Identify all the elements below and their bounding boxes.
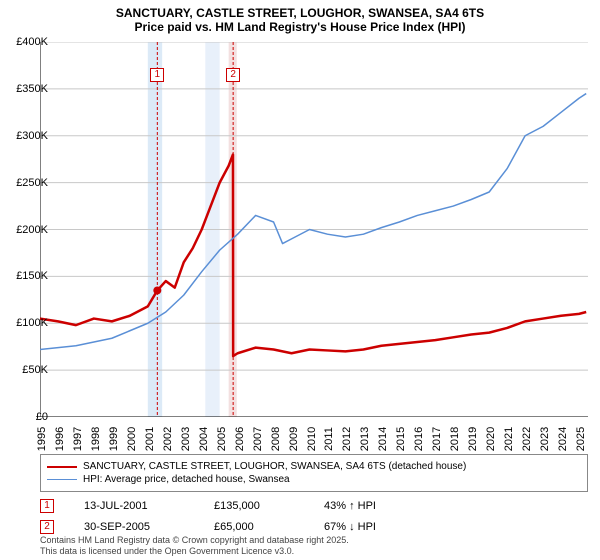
x-tick-label: 2019 [467, 427, 479, 451]
x-tick-label: 2002 [162, 427, 174, 451]
sale-hpi-2: 67% ↓ HPI [324, 521, 444, 533]
sale-marker-1: 1 [40, 499, 54, 513]
x-tick-label: 2004 [198, 427, 210, 451]
x-tick-label: 2008 [270, 427, 282, 451]
x-tick-label: 1996 [54, 427, 66, 451]
x-tick-label: 2005 [216, 427, 228, 451]
chart-sale-marker: 2 [226, 68, 240, 82]
legend-label-hpi: HPI: Average price, detached house, Swan… [83, 474, 290, 485]
y-tick-label: £200K [16, 224, 48, 236]
y-tick-label: £100K [16, 317, 48, 329]
sale-row-2: 2 30-SEP-2005 £65,000 67% ↓ HPI [40, 520, 444, 534]
x-tick-label: 2024 [557, 427, 569, 451]
y-tick-label: £300K [16, 130, 48, 142]
x-tick-label: 2023 [539, 427, 551, 451]
x-tick-label: 2025 [575, 427, 587, 451]
y-tick-label: £0 [36, 411, 48, 423]
x-tick-label: 2016 [414, 427, 426, 451]
x-tick-label: 2007 [252, 427, 264, 451]
legend: SANCTUARY, CASTLE STREET, LOUGHOR, SWANS… [40, 454, 588, 492]
y-tick-label: £400K [16, 36, 48, 48]
sale-hpi-1: 43% ↑ HPI [324, 500, 444, 512]
x-tick-label: 1995 [36, 427, 48, 451]
y-tick-label: £350K [16, 83, 48, 95]
x-tick-label: 2017 [432, 427, 444, 451]
y-tick-label: £50K [22, 364, 48, 376]
sale-row-1: 1 13-JUL-2001 £135,000 43% ↑ HPI [40, 499, 444, 513]
legend-label-property: SANCTUARY, CASTLE STREET, LOUGHOR, SWANS… [83, 461, 466, 472]
x-tick-label: 2001 [144, 427, 156, 451]
title-line-1: SANCTUARY, CASTLE STREET, LOUGHOR, SWANS… [0, 6, 600, 20]
x-tick-label: 2013 [360, 427, 372, 451]
footer-line-1: Contains HM Land Registry data © Crown c… [40, 535, 349, 547]
x-tick-label: 2021 [503, 427, 515, 451]
title-line-2: Price paid vs. HM Land Registry's House … [0, 20, 600, 34]
sale-date-1: 13-JUL-2001 [84, 500, 214, 512]
x-tick-label: 2014 [378, 427, 390, 451]
x-tick-label: 2018 [449, 427, 461, 451]
footer-line-2: This data is licensed under the Open Gov… [40, 546, 349, 558]
x-tick-label: 2009 [288, 427, 300, 451]
y-tick-label: £150K [16, 270, 48, 282]
legend-swatch-property [47, 466, 77, 468]
legend-swatch-hpi [47, 479, 77, 480]
chart-sale-marker: 1 [150, 68, 164, 82]
x-tick-label: 2003 [180, 427, 192, 451]
chart-title: SANCTUARY, CASTLE STREET, LOUGHOR, SWANS… [0, 0, 600, 34]
sale-date-2: 30-SEP-2005 [84, 521, 214, 533]
footer-attribution: Contains HM Land Registry data © Crown c… [40, 535, 349, 558]
x-tick-label: 2022 [521, 427, 533, 451]
x-tick-label: 2015 [396, 427, 408, 451]
x-tick-label: 1998 [90, 427, 102, 451]
x-tick-label: 1999 [108, 427, 120, 451]
legend-item-hpi: HPI: Average price, detached house, Swan… [47, 474, 581, 485]
x-tick-label: 1997 [72, 427, 84, 451]
x-tick-label: 2006 [234, 427, 246, 451]
x-tick-label: 2010 [306, 427, 318, 451]
line-chart [40, 42, 588, 417]
x-tick-label: 2020 [485, 427, 497, 451]
x-tick-label: 2011 [323, 427, 335, 451]
sale-price-2: £65,000 [214, 521, 324, 533]
legend-item-property: SANCTUARY, CASTLE STREET, LOUGHOR, SWANS… [47, 461, 581, 472]
y-tick-label: £250K [16, 177, 48, 189]
x-tick-label: 2000 [126, 427, 138, 451]
x-tick-label: 2012 [342, 427, 354, 451]
sale-price-1: £135,000 [214, 500, 324, 512]
sale-marker-2: 2 [40, 520, 54, 534]
